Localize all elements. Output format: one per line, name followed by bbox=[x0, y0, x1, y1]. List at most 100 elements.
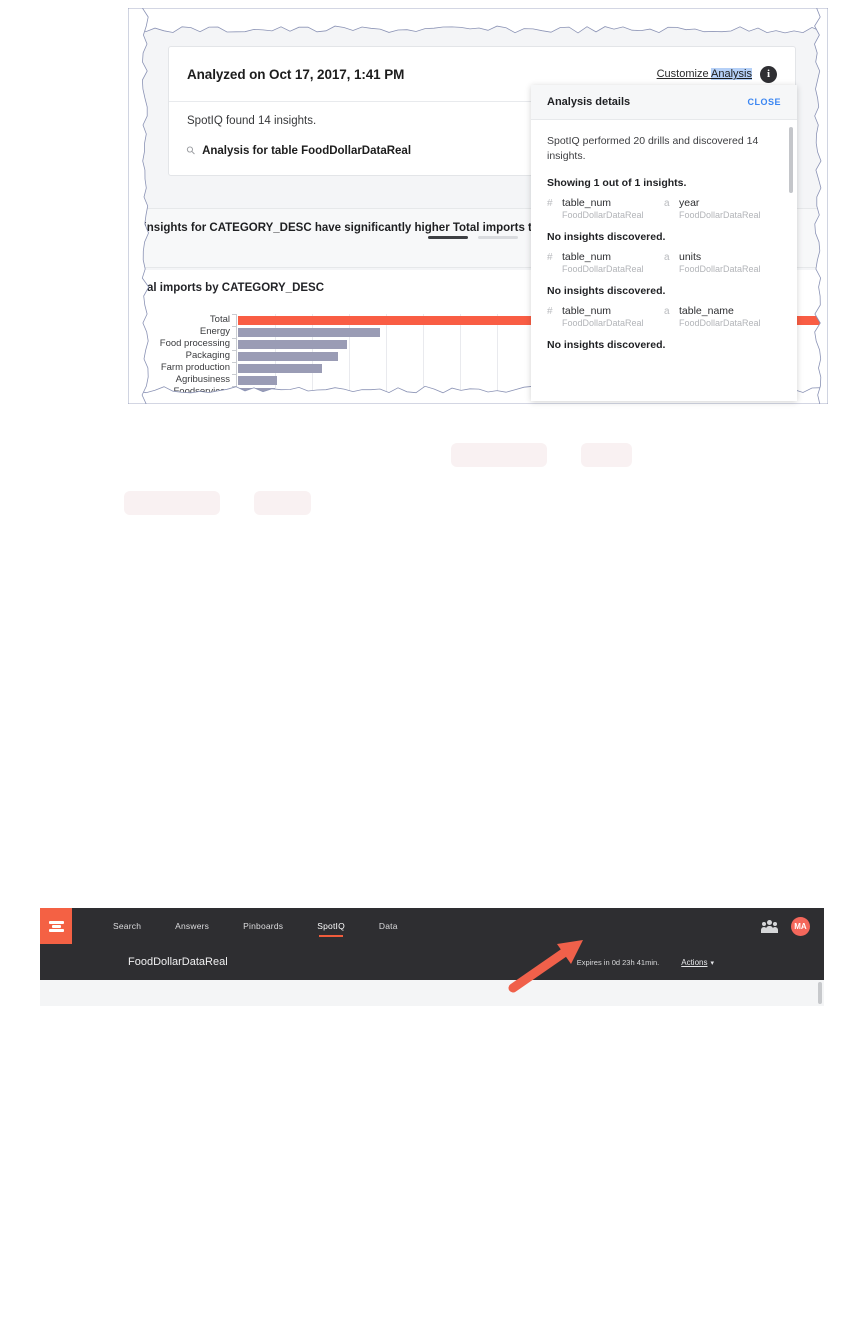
analysis-details-result: No insights discovered. bbox=[547, 339, 666, 352]
nav-item-pinboards[interactable]: Pinboards bbox=[243, 921, 284, 931]
analysis-details-field-pair: # table_num FoodDollarDataReal a table_name F… bbox=[547, 305, 781, 328]
analysis-details-field: # table_num FoodDollarDataReal bbox=[547, 251, 664, 274]
panel-scrollbar-thumb[interactable] bbox=[789, 127, 793, 193]
field-source: FoodDollarDataReal bbox=[679, 318, 761, 329]
field-source: FoodDollarDataReal bbox=[562, 264, 644, 275]
nav-item-spotiq[interactable]: SpotIQ bbox=[300, 908, 362, 944]
analysis-for-row[interactable]: ⚲ Analysis for table FoodDollarDataReal bbox=[184, 143, 777, 158]
close-button[interactable]: CLOSE bbox=[747, 97, 781, 107]
analysis-card-header-actions: Customize Analysis i bbox=[657, 65, 777, 83]
pager-dot-1[interactable] bbox=[428, 236, 468, 239]
actions-menu[interactable]: Actions ▾ bbox=[681, 958, 714, 967]
chart-category-label: Farm production bbox=[160, 362, 230, 373]
avatar[interactable]: MA bbox=[791, 916, 810, 936]
analysis-details-field-pair: # table_num FoodDollarDataReal a units FoodDo… bbox=[547, 251, 781, 274]
search-icon: ⚲ bbox=[184, 143, 199, 158]
measure-icon: # bbox=[547, 252, 553, 264]
placeholder-block bbox=[124, 491, 220, 515]
insight-pager[interactable] bbox=[428, 236, 518, 239]
analysis-details-field: # table_num FoodDollarDataReal bbox=[547, 197, 664, 220]
chart-gridline bbox=[460, 314, 461, 402]
analysis-details-field: a table_name FoodDollarDataReal bbox=[664, 305, 781, 328]
placeholder-block bbox=[254, 491, 311, 515]
page-scrollbar-thumb[interactable] bbox=[818, 982, 822, 1004]
chart-gridline bbox=[386, 314, 387, 402]
chart-category-label: Foodservices bbox=[173, 386, 231, 397]
measure-icon: # bbox=[547, 198, 553, 210]
red-arrow-annotation bbox=[508, 940, 583, 993]
chart-bar[interactable] bbox=[238, 387, 276, 397]
attribute-icon: a bbox=[664, 252, 670, 264]
chart-bar-row bbox=[238, 350, 828, 362]
chevron-down-icon: ▾ bbox=[710, 959, 714, 967]
chart-category-label: Energy bbox=[199, 326, 230, 337]
analysis-details-summary: SpotIQ performed 20 drills and discovere… bbox=[547, 135, 759, 163]
field-name: table_num bbox=[562, 251, 612, 264]
chart-bar-row bbox=[238, 362, 828, 374]
app-chrome: Search Answers Pinboards SpotIQ Data MA Food… bbox=[40, 908, 824, 1013]
field-name: year bbox=[679, 197, 700, 210]
customize-selected-text: Analysis bbox=[711, 68, 752, 80]
pager-dot-2[interactable] bbox=[478, 236, 518, 239]
analysis-details-field-pair: # table_num FoodDollarDataReal a year FoodDol… bbox=[547, 197, 781, 220]
chart-category-labels: Total Energy Food processing Packaging Farm … bbox=[128, 314, 236, 398]
field-name: table_num bbox=[562, 197, 612, 210]
placeholder-block bbox=[581, 443, 632, 467]
field-name: table_num bbox=[562, 305, 612, 318]
people-group-icon[interactable] bbox=[761, 919, 778, 933]
analysis-details-field: # table_num FoodDollarDataReal bbox=[547, 305, 664, 328]
sub-navbar: FoodDollarDataReal Expires in 0d 23h 41m… bbox=[40, 944, 824, 980]
torn-edge-top bbox=[128, 8, 828, 34]
thoughtspot-logo-icon[interactable] bbox=[40, 908, 72, 944]
analysis-for-label: Analysis for table FoodDollarDataReal bbox=[202, 144, 412, 157]
field-source: FoodDollarDataReal bbox=[562, 210, 644, 221]
chart-bar[interactable] bbox=[238, 327, 380, 337]
chart-category-label: Packaging bbox=[185, 350, 230, 361]
sub-navbar-right: Expires in 0d 23h 41min. Actions ▾ bbox=[577, 958, 824, 967]
nav-item-search[interactable]: Search bbox=[113, 921, 142, 931]
analysis-details-groups: # table_num FoodDollarDataReal a year FoodDol… bbox=[547, 197, 781, 351]
analysis-details-showing: Showing 1 out of 1 insights. bbox=[547, 177, 687, 190]
chart-bar-row bbox=[238, 326, 828, 338]
customize-analysis-link[interactable]: Customize Analysis bbox=[657, 68, 752, 80]
expires-text: Expires in 0d 23h 41min. bbox=[576, 957, 660, 967]
nav-item-answers[interactable]: Answers bbox=[175, 921, 210, 931]
chart-title: Total imports by CATEGORY_DESC bbox=[130, 282, 325, 294]
chart-y-axis bbox=[236, 314, 237, 402]
field-source: FoodDollarDataReal bbox=[679, 264, 761, 275]
field-source: FoodDollarDataReal bbox=[562, 318, 644, 329]
actions-label: Actions bbox=[681, 957, 708, 967]
nav-item-data[interactable]: Data bbox=[378, 921, 398, 931]
analysis-details-panel: Analysis details CLOSE SpotIQ performed … bbox=[531, 85, 797, 401]
chart-bar[interactable] bbox=[238, 339, 348, 349]
analysis-details-field: a units FoodDollarDataReal bbox=[664, 251, 781, 274]
insights-found-text: SpotIQ found 14 insights. bbox=[187, 115, 317, 127]
placeholder-block bbox=[451, 443, 547, 467]
chart-gridline bbox=[349, 314, 350, 402]
primary-nav: Search Answers Pinboards SpotIQ Data bbox=[96, 908, 415, 944]
chart-bar[interactable] bbox=[238, 351, 339, 361]
chart-bar[interactable] bbox=[238, 375, 277, 385]
top-navbar: Search Answers Pinboards SpotIQ Data MA bbox=[40, 908, 824, 944]
chart-category-label: Agribusiness bbox=[175, 374, 230, 385]
customize-label: Customize bbox=[656, 68, 712, 80]
attribute-icon: a bbox=[664, 198, 670, 210]
measure-icon: # bbox=[547, 306, 553, 318]
analysis-card-header: Analyzed on Oct 17, 2017, 1:41 PM Custom… bbox=[169, 47, 795, 102]
analysis-details-header: Analysis details CLOSE bbox=[531, 85, 797, 120]
analysis-card-body: SpotIQ found 14 insights. ⚲ Analysis for… bbox=[169, 102, 795, 158]
chart-bar-row bbox=[238, 374, 828, 386]
analysis-details-field: a year FoodDollarDataReal bbox=[664, 197, 781, 220]
field-name: units bbox=[679, 251, 702, 264]
analysis-details-body: SpotIQ performed 20 drills and discovere… bbox=[531, 120, 797, 351]
field-source: FoodDollarDataReal bbox=[679, 210, 761, 221]
content-area bbox=[40, 980, 824, 1006]
info-icon[interactable]: i bbox=[760, 65, 777, 83]
analysis-details-title: Analysis details bbox=[547, 96, 631, 108]
breadcrumb[interactable]: FoodDollarDataReal bbox=[128, 956, 228, 968]
chart-bar[interactable] bbox=[238, 363, 322, 373]
chart-gridline bbox=[497, 314, 498, 402]
analysis-details-result: No insights discovered. bbox=[547, 231, 666, 244]
analysis-details-result: No insights discovered. bbox=[547, 285, 666, 298]
